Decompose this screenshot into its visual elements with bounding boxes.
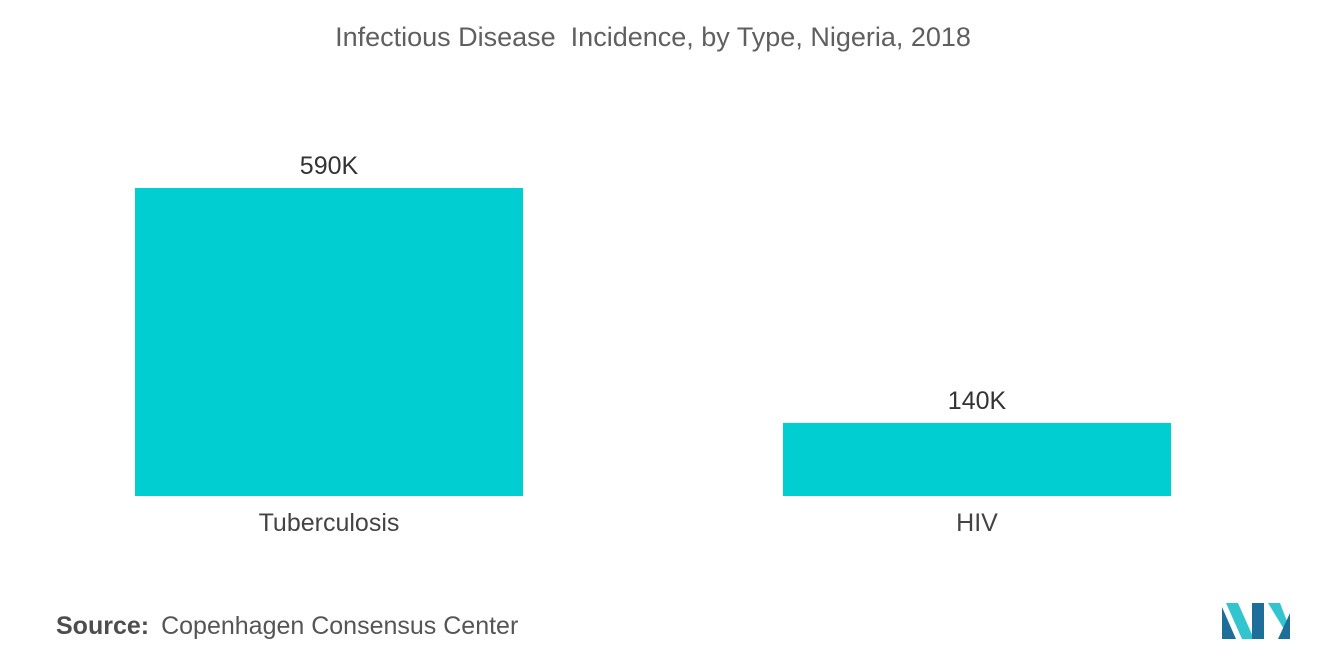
source-label: Source: <box>56 612 150 640</box>
chart-title: Infectious Disease Incidence, by Type, N… <box>335 22 971 52</box>
bar-hiv <box>783 422 1171 496</box>
data-label-tuberculosis: 590K <box>300 152 359 180</box>
source-value: Copenhagen Consensus Center <box>161 612 519 640</box>
source-note: Source: Copenhagen Consensus Center <box>56 612 518 641</box>
bar-tuberculosis <box>135 188 523 496</box>
category-label-hiv: HIV <box>956 509 998 537</box>
data-label-hiv: 140K <box>948 387 1007 415</box>
mordor-intelligence-logo-icon <box>1222 603 1290 639</box>
bar-chart: 590K Tuberculosis 140K HIV <box>135 152 1171 537</box>
category-label-tuberculosis: Tuberculosis <box>259 509 400 537</box>
